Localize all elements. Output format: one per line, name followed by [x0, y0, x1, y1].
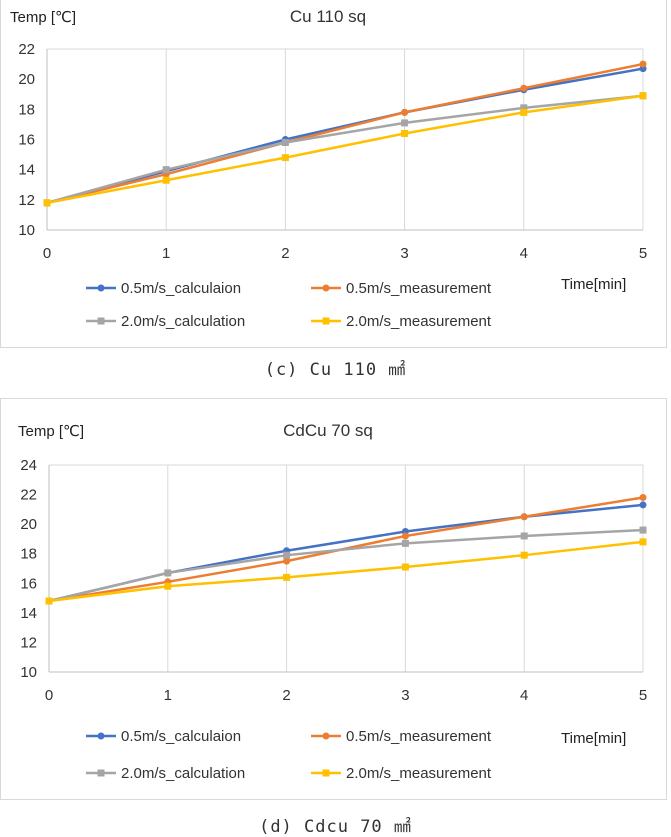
data-point	[639, 92, 647, 100]
data-point	[520, 551, 528, 559]
data-point	[520, 513, 528, 521]
data-point	[639, 494, 647, 502]
y-axis-label: Temp [℃]	[10, 9, 76, 26]
data-point	[43, 199, 51, 207]
y-tick-label: 12	[18, 192, 35, 209]
caption-c: (c) Cu 110 ㎟	[264, 360, 407, 380]
legend-marker	[322, 769, 330, 777]
x-tick-label: 3	[400, 245, 408, 262]
x-tick-label: 2	[281, 245, 289, 262]
data-point	[45, 597, 53, 605]
data-point	[281, 139, 289, 147]
data-point	[401, 532, 409, 540]
data-point	[283, 573, 291, 581]
data-point	[520, 532, 528, 540]
data-point	[520, 84, 528, 92]
data-point	[162, 176, 170, 184]
series-line	[46, 62, 644, 205]
data-point	[401, 119, 409, 127]
y-tick-label: 18	[18, 101, 35, 118]
y-axis-label: Temp [℃]	[18, 423, 84, 440]
legend-marker	[97, 317, 105, 325]
legend-label: 0.5m/s_measurement	[346, 728, 492, 745]
legend-marker	[322, 284, 330, 292]
data-point	[401, 108, 409, 116]
legend-label: 2.0m/s_calculation	[121, 765, 245, 782]
y-tick-label: 16	[20, 575, 37, 592]
chart-panel-d: 10 12 14 16 18 20 22 24 0 1 2 3 4 5 CdCu 70 sq Temp [℃]…	[0, 398, 667, 800]
y-tick-label: 18	[20, 546, 37, 563]
series-line	[48, 540, 644, 603]
y-tick-label: 20	[18, 71, 35, 88]
y-tick-label: 10	[18, 222, 35, 239]
y-tick-label: 14	[18, 162, 35, 179]
x-tick-label: 1	[164, 687, 172, 704]
data-point	[164, 569, 172, 577]
y-tick-label: 10	[20, 664, 37, 681]
data-point	[283, 557, 291, 565]
x-tick-label: 0	[43, 245, 51, 262]
data-point	[639, 538, 647, 546]
data-point	[164, 582, 172, 590]
x-tick-label: 2	[282, 687, 290, 704]
data-point	[520, 104, 528, 112]
legend-label: 2.0m/s_measurement	[346, 313, 492, 330]
x-tick-label: 5	[639, 687, 647, 704]
y-tick-label: 22	[20, 487, 37, 504]
chart-title: Cu 110 sq	[290, 7, 366, 26]
y-tick-label: 22	[18, 41, 35, 58]
x-tick-label: 1	[162, 245, 170, 262]
data-point	[520, 108, 528, 116]
legend-label: 2.0m/s_calculation	[121, 313, 245, 330]
data-point	[283, 551, 291, 559]
x-axis-label: Time[min]	[561, 276, 626, 293]
x-axis-label: Time[min]	[561, 730, 626, 747]
chart-panel-c: 10 12 14 16 18 20 22 0 1 2 3 4 5 Cu 110 sq Temp [℃] Tim…	[0, 0, 667, 348]
x-tick-label: 4	[520, 245, 528, 262]
series-line	[46, 67, 644, 205]
data-point	[639, 60, 647, 68]
y-tick-label: 16	[18, 132, 35, 149]
caption-d: (d) Cdcu 70 ㎟	[259, 817, 412, 837]
series-line	[46, 94, 644, 205]
series-line	[48, 528, 644, 603]
data-point	[401, 129, 409, 137]
y-tick-label: 14	[20, 605, 37, 622]
data-point	[162, 166, 170, 174]
chart-title: CdCu 70 sq	[283, 421, 373, 440]
x-tick-label: 3	[401, 687, 409, 704]
data-point	[401, 563, 409, 571]
x-tick-label: 5	[639, 245, 647, 262]
series-line	[46, 94, 644, 205]
data-point	[281, 154, 289, 162]
y-tick-label: 24	[20, 457, 37, 474]
data-point	[401, 539, 409, 547]
data-point	[639, 526, 647, 534]
legend-label: 0.5m/s_calculaion	[121, 728, 241, 745]
data-point	[639, 501, 647, 509]
x-tick-label: 0	[45, 687, 53, 704]
legend-marker	[322, 317, 330, 325]
legend-marker	[97, 769, 105, 777]
y-tick-label: 12	[20, 634, 37, 651]
legend-label: 2.0m/s_measurement	[346, 765, 492, 782]
legend-label: 0.5m/s_measurement	[346, 280, 492, 297]
y-tick-label: 20	[20, 516, 37, 533]
legend-marker	[322, 732, 330, 740]
legend-marker	[97, 732, 105, 740]
legend-marker	[97, 284, 105, 292]
x-tick-label: 4	[520, 687, 528, 704]
legend-label: 0.5m/s_calculaion	[121, 280, 241, 297]
